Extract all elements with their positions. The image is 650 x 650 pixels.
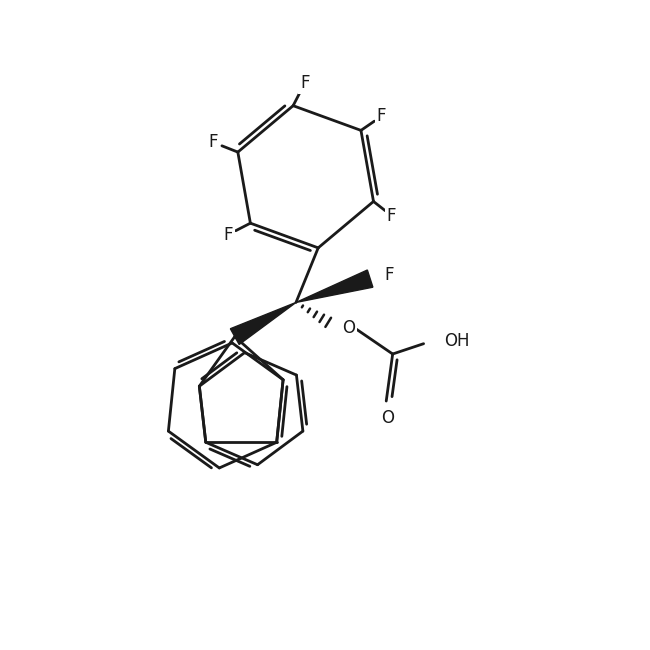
Text: F: F bbox=[223, 226, 233, 244]
Text: F: F bbox=[385, 266, 394, 284]
Text: F: F bbox=[209, 133, 218, 151]
Polygon shape bbox=[296, 270, 373, 302]
Text: OH: OH bbox=[444, 332, 470, 350]
Text: F: F bbox=[377, 107, 386, 125]
Text: F: F bbox=[300, 74, 309, 92]
Text: O: O bbox=[381, 409, 394, 427]
Text: O: O bbox=[343, 318, 356, 337]
Text: F: F bbox=[387, 207, 396, 225]
Polygon shape bbox=[230, 302, 296, 344]
